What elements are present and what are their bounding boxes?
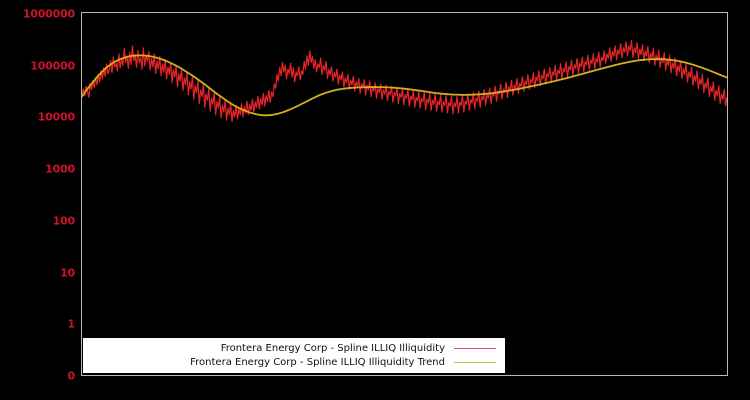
- legend-item[interactable]: Frontera Energy Corp - Spline ILLIQ Illi…: [90, 341, 498, 355]
- series-line-illiquidity-trend: [82, 55, 727, 115]
- legend-label-illiquidity: Frontera Energy Corp - Spline ILLIQ Illi…: [220, 342, 445, 354]
- plot-area: [82, 13, 727, 375]
- y-tick-label-100: 100: [52, 214, 76, 228]
- y-tick-label-1000: 1000: [45, 162, 75, 176]
- chart-legend: Frontera Energy Corp - Spline ILLIQ Illi…: [83, 338, 505, 373]
- y-tick-label-10: 10: [60, 266, 75, 280]
- y-tick-label-0: 0: [67, 369, 76, 383]
- y-tick-label-1000000: 1000000: [22, 7, 75, 21]
- y-tick-label-1: 1: [67, 317, 76, 331]
- y-axis: 1000000 100000 10000 1000 100 10 1 0: [0, 0, 78, 400]
- series-line-illiquidity: [82, 40, 727, 121]
- legend-swatch-illiquidity-icon: [454, 347, 496, 349]
- y-tick-label-100000: 100000: [30, 59, 75, 73]
- plot-frame: [81, 12, 728, 376]
- series-svg: [82, 13, 727, 375]
- legend-swatch-illiquidity-trend-icon: [454, 361, 496, 363]
- y-tick-label-10000: 10000: [37, 110, 75, 124]
- legend-label-illiquidity-trend: Frontera Energy Corp - Spline ILLIQ Illi…: [190, 356, 445, 368]
- legend-item[interactable]: Frontera Energy Corp - Spline ILLIQ Illi…: [90, 355, 498, 369]
